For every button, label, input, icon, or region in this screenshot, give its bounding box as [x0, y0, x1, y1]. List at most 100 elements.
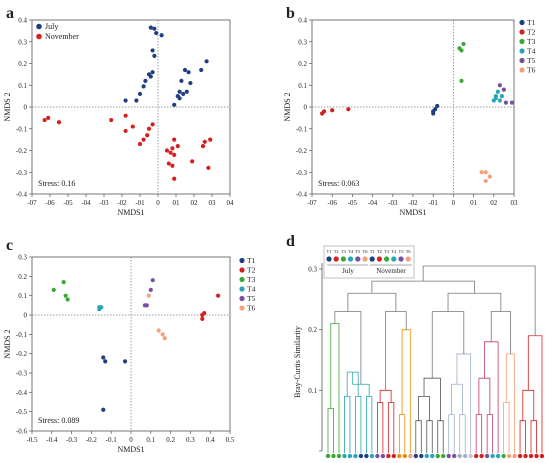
legend-marker — [340, 256, 346, 262]
legend-label: T6 — [363, 249, 369, 254]
x-tick-label: 0.3 — [186, 436, 195, 444]
leaf-marker — [446, 453, 451, 459]
leaf-marker — [397, 453, 402, 459]
legend-label-t2: T2 — [527, 28, 536, 37]
dendrogram-link — [376, 402, 384, 453]
y-tick-label: -0.5 — [16, 408, 28, 416]
y-tick-label: 0.1 — [18, 82, 27, 90]
legend-label: T1 — [370, 249, 375, 254]
y-tick-label: 0 — [24, 312, 28, 320]
leaf-marker — [364, 453, 369, 459]
point-november — [170, 163, 175, 168]
point-t2 — [322, 109, 327, 114]
point-november — [166, 161, 171, 166]
point-t2 — [346, 107, 351, 112]
point-november — [208, 137, 213, 142]
y-tick-label: 0.3 — [18, 254, 27, 262]
y-tick-label: 0.1 — [18, 292, 27, 300]
dendrogram-link — [483, 341, 499, 453]
point-july — [175, 94, 180, 99]
leaf-marker — [358, 453, 364, 459]
y-tick-label: -0.2 — [16, 147, 28, 155]
x-tick-label: -06 — [45, 199, 55, 207]
legend-label: T1 — [327, 249, 332, 254]
legend-label-november: November — [45, 32, 79, 41]
y-tick-label: -0.3 — [16, 370, 28, 378]
x-tick-label: 0 — [452, 199, 456, 207]
y-tick-label: 0.3 — [298, 38, 307, 46]
y-tick-label: 0.1 — [298, 82, 307, 90]
point-november — [123, 113, 128, 118]
point-july — [154, 30, 159, 36]
leaf-marker — [462, 453, 468, 459]
point-november — [172, 152, 177, 157]
legend-label-t1: T1 — [527, 18, 536, 27]
dendrogram-link — [344, 396, 351, 453]
point-july — [152, 26, 157, 31]
dendrogram-link — [459, 414, 466, 453]
point-november — [141, 137, 146, 142]
legend-marker-t4 — [519, 48, 525, 54]
dendrogram-link — [519, 420, 526, 453]
point-t3 — [65, 297, 70, 302]
legend-label-t3: T3 — [247, 275, 256, 284]
x-tick-label: -04 — [81, 199, 91, 207]
point-july — [186, 70, 191, 75]
legend-marker-t5 — [519, 57, 525, 64]
point-t6 — [156, 328, 161, 333]
y-tick-label: 0.3 — [308, 266, 317, 274]
legend-marker — [405, 256, 411, 262]
point-july — [159, 33, 164, 38]
legend-marker — [384, 256, 390, 262]
legend-label: T4 — [348, 249, 354, 254]
point-t6 — [162, 336, 167, 341]
dendrogram-link — [437, 420, 444, 453]
legend-marker-t1 — [239, 257, 245, 264]
leaf-marker — [539, 453, 545, 459]
legend-label: T6 — [406, 249, 412, 254]
y-axis-label: Bray-Curtis Similarity — [293, 326, 302, 398]
dendrogram-link — [347, 292, 397, 312]
point-t6 — [483, 178, 488, 184]
point-t6 — [487, 174, 492, 179]
x-tick-label: -0.5 — [26, 436, 38, 444]
point-november — [202, 139, 207, 144]
stress-label: Stress: 0.089 — [38, 416, 79, 425]
leaf-marker — [517, 453, 523, 459]
point-november — [137, 141, 143, 147]
y-tick-label: -0.4 — [16, 191, 28, 199]
x-tick-label: 02 — [191, 199, 199, 207]
dendrogram-link — [451, 383, 463, 415]
x-tick-label: 04 — [227, 199, 235, 207]
point-november — [175, 144, 180, 149]
legend-marker — [355, 256, 361, 262]
point-july — [137, 91, 143, 97]
dendrogram-link — [398, 414, 406, 453]
x-tick-label: -0.4 — [46, 436, 58, 444]
point-t5 — [144, 303, 149, 308]
y-tick-label: 0.2 — [18, 273, 27, 281]
dendrogram-link — [431, 311, 465, 379]
y-tick-label: -0.3 — [296, 169, 308, 177]
leaf-marker — [501, 453, 506, 459]
dendrogram-link — [475, 414, 483, 453]
legend-marker-t3 — [239, 276, 245, 283]
legend-label-t2: T2 — [247, 266, 256, 275]
dendrogram-link — [371, 280, 475, 294]
point-november — [109, 117, 114, 123]
point-november — [172, 137, 177, 142]
legend-label: T2 — [377, 249, 382, 254]
point-t5 — [497, 83, 502, 88]
leaf-marker — [479, 453, 484, 459]
dendrogram-link — [379, 389, 392, 403]
legend-marker — [369, 256, 375, 262]
dendrogram-link — [385, 311, 407, 391]
point-november — [130, 124, 135, 129]
dendrogram-link — [355, 396, 362, 453]
point-t5 — [150, 278, 155, 283]
point-november — [46, 115, 51, 120]
point-november — [56, 120, 62, 125]
y-tick-label: -0.1 — [16, 125, 28, 133]
legend-marker-t4 — [239, 286, 245, 292]
point-july — [148, 25, 153, 30]
